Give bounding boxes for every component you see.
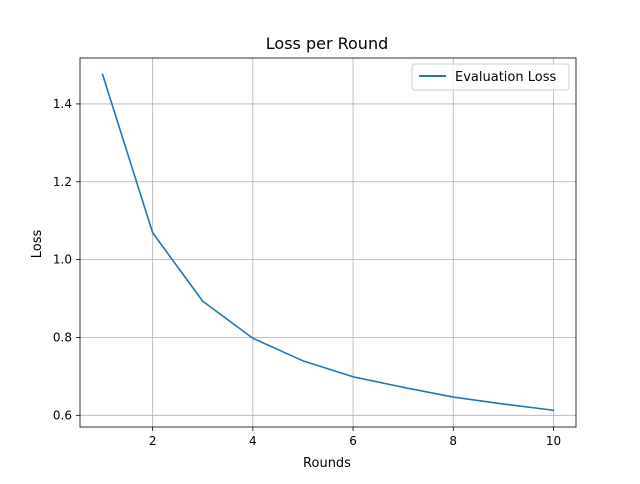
y-tick-label: 1.2: [53, 175, 72, 189]
legend-box: [411, 63, 570, 91]
series-line-0: [101, 73, 555, 412]
x-tick-label: 6: [349, 434, 357, 448]
y-tick-label: 1.4: [53, 97, 72, 111]
legend-label: Evaluation Loss: [455, 70, 556, 85]
x-axis-label: Rounds: [303, 456, 351, 471]
plot-frame: [79, 57, 577, 428]
y-tick-label: 1.0: [53, 253, 72, 267]
x-axis-ticks: 2 4 6 8 10: [149, 427, 561, 448]
x-tick-label: 2: [149, 434, 157, 448]
y-axis-ticks: 0.6 0.8 1.0 1.2 1.4: [53, 97, 80, 422]
series-layer: [101, 73, 555, 412]
y-tick-label: 0.8: [53, 330, 72, 344]
x-tick-label: 8: [449, 434, 457, 448]
y-tick-label: 0.6: [53, 408, 72, 422]
x-tick-label: 10: [546, 434, 561, 448]
grid-lines: [80, 58, 576, 427]
legend: Evaluation Loss: [411, 63, 570, 91]
y-axis-label: Loss: [30, 230, 45, 259]
x-tick-label: 4: [249, 434, 257, 448]
chart-title: Loss per Round: [266, 34, 388, 53]
